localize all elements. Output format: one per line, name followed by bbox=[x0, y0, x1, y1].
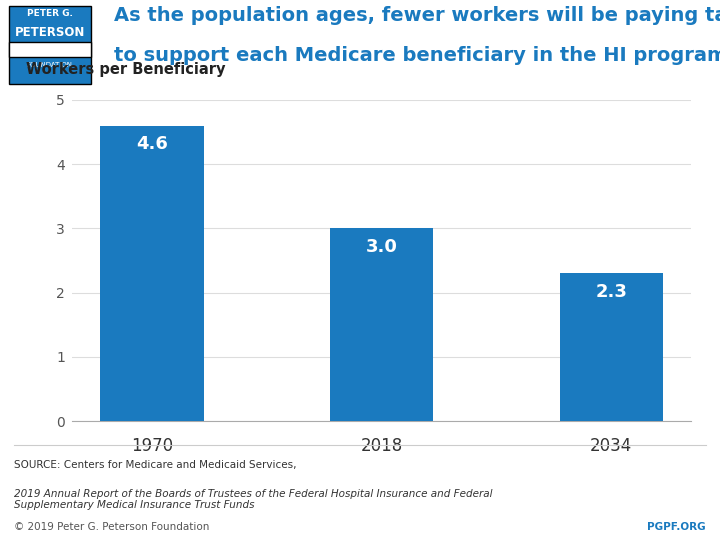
Text: 2.3: 2.3 bbox=[595, 283, 627, 301]
Text: 3.0: 3.0 bbox=[366, 238, 397, 256]
Text: PETER G.: PETER G. bbox=[27, 9, 73, 18]
Bar bbox=[100, 126, 204, 421]
Bar bbox=[330, 228, 433, 421]
Text: to support each Medicare beneficiary in the HI program: to support each Medicare beneficiary in … bbox=[114, 46, 720, 65]
Text: Workers per Beneficiary: Workers per Beneficiary bbox=[26, 63, 225, 77]
Text: FOUNDATION: FOUNDATION bbox=[27, 63, 73, 69]
Text: SOURCE: Centers for Medicare and Medicaid Services,: SOURCE: Centers for Medicare and Medicai… bbox=[14, 460, 300, 470]
Text: 4.6: 4.6 bbox=[136, 135, 168, 153]
FancyBboxPatch shape bbox=[9, 5, 91, 84]
Bar bbox=[559, 273, 663, 421]
Text: PGPF.ORG: PGPF.ORG bbox=[647, 522, 706, 531]
Text: © 2019 Peter G. Peterson Foundation: © 2019 Peter G. Peterson Foundation bbox=[14, 522, 210, 531]
Text: As the population ages, fewer workers will be paying taxes: As the population ages, fewer workers wi… bbox=[114, 5, 720, 24]
Text: 2019 Annual Report of the Boards of Trustees of the Federal Hospital Insurance a: 2019 Annual Report of the Boards of Trus… bbox=[14, 489, 493, 510]
Text: PETERSON: PETERSON bbox=[14, 26, 85, 39]
FancyBboxPatch shape bbox=[9, 42, 91, 57]
